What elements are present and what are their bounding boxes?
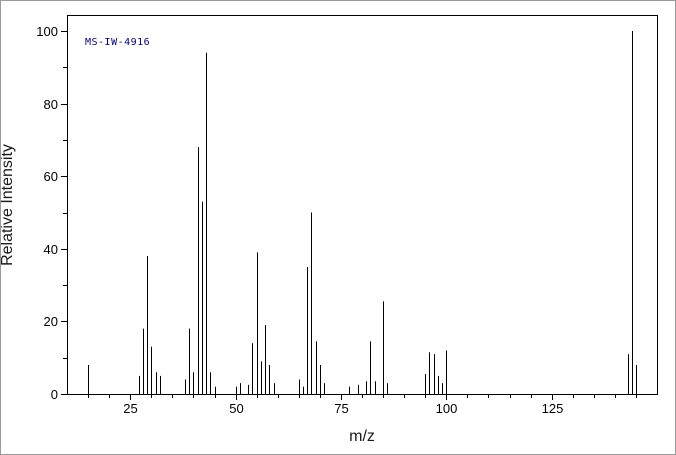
y-axis-title: Relative Intensity [0, 144, 16, 266]
plot-frame [67, 15, 658, 395]
spectrum-id-label: MS-IW-4916 [85, 37, 151, 48]
x-tick-label: 75 [334, 401, 348, 416]
x-tick-label: 25 [123, 401, 137, 416]
x-axis-title: m/z [349, 428, 375, 445]
y-tick-label: 60 [44, 169, 58, 184]
y-tick-label: 80 [44, 97, 58, 112]
y-tick-label: 100 [36, 24, 58, 39]
x-tick-label: 50 [229, 401, 243, 416]
y-tick-label: 40 [44, 242, 58, 257]
y-tick-label: 0 [51, 387, 58, 402]
x-tick-label: 125 [542, 401, 564, 416]
y-tick-label: 20 [44, 314, 58, 329]
x-tick-label: 100 [436, 401, 458, 416]
